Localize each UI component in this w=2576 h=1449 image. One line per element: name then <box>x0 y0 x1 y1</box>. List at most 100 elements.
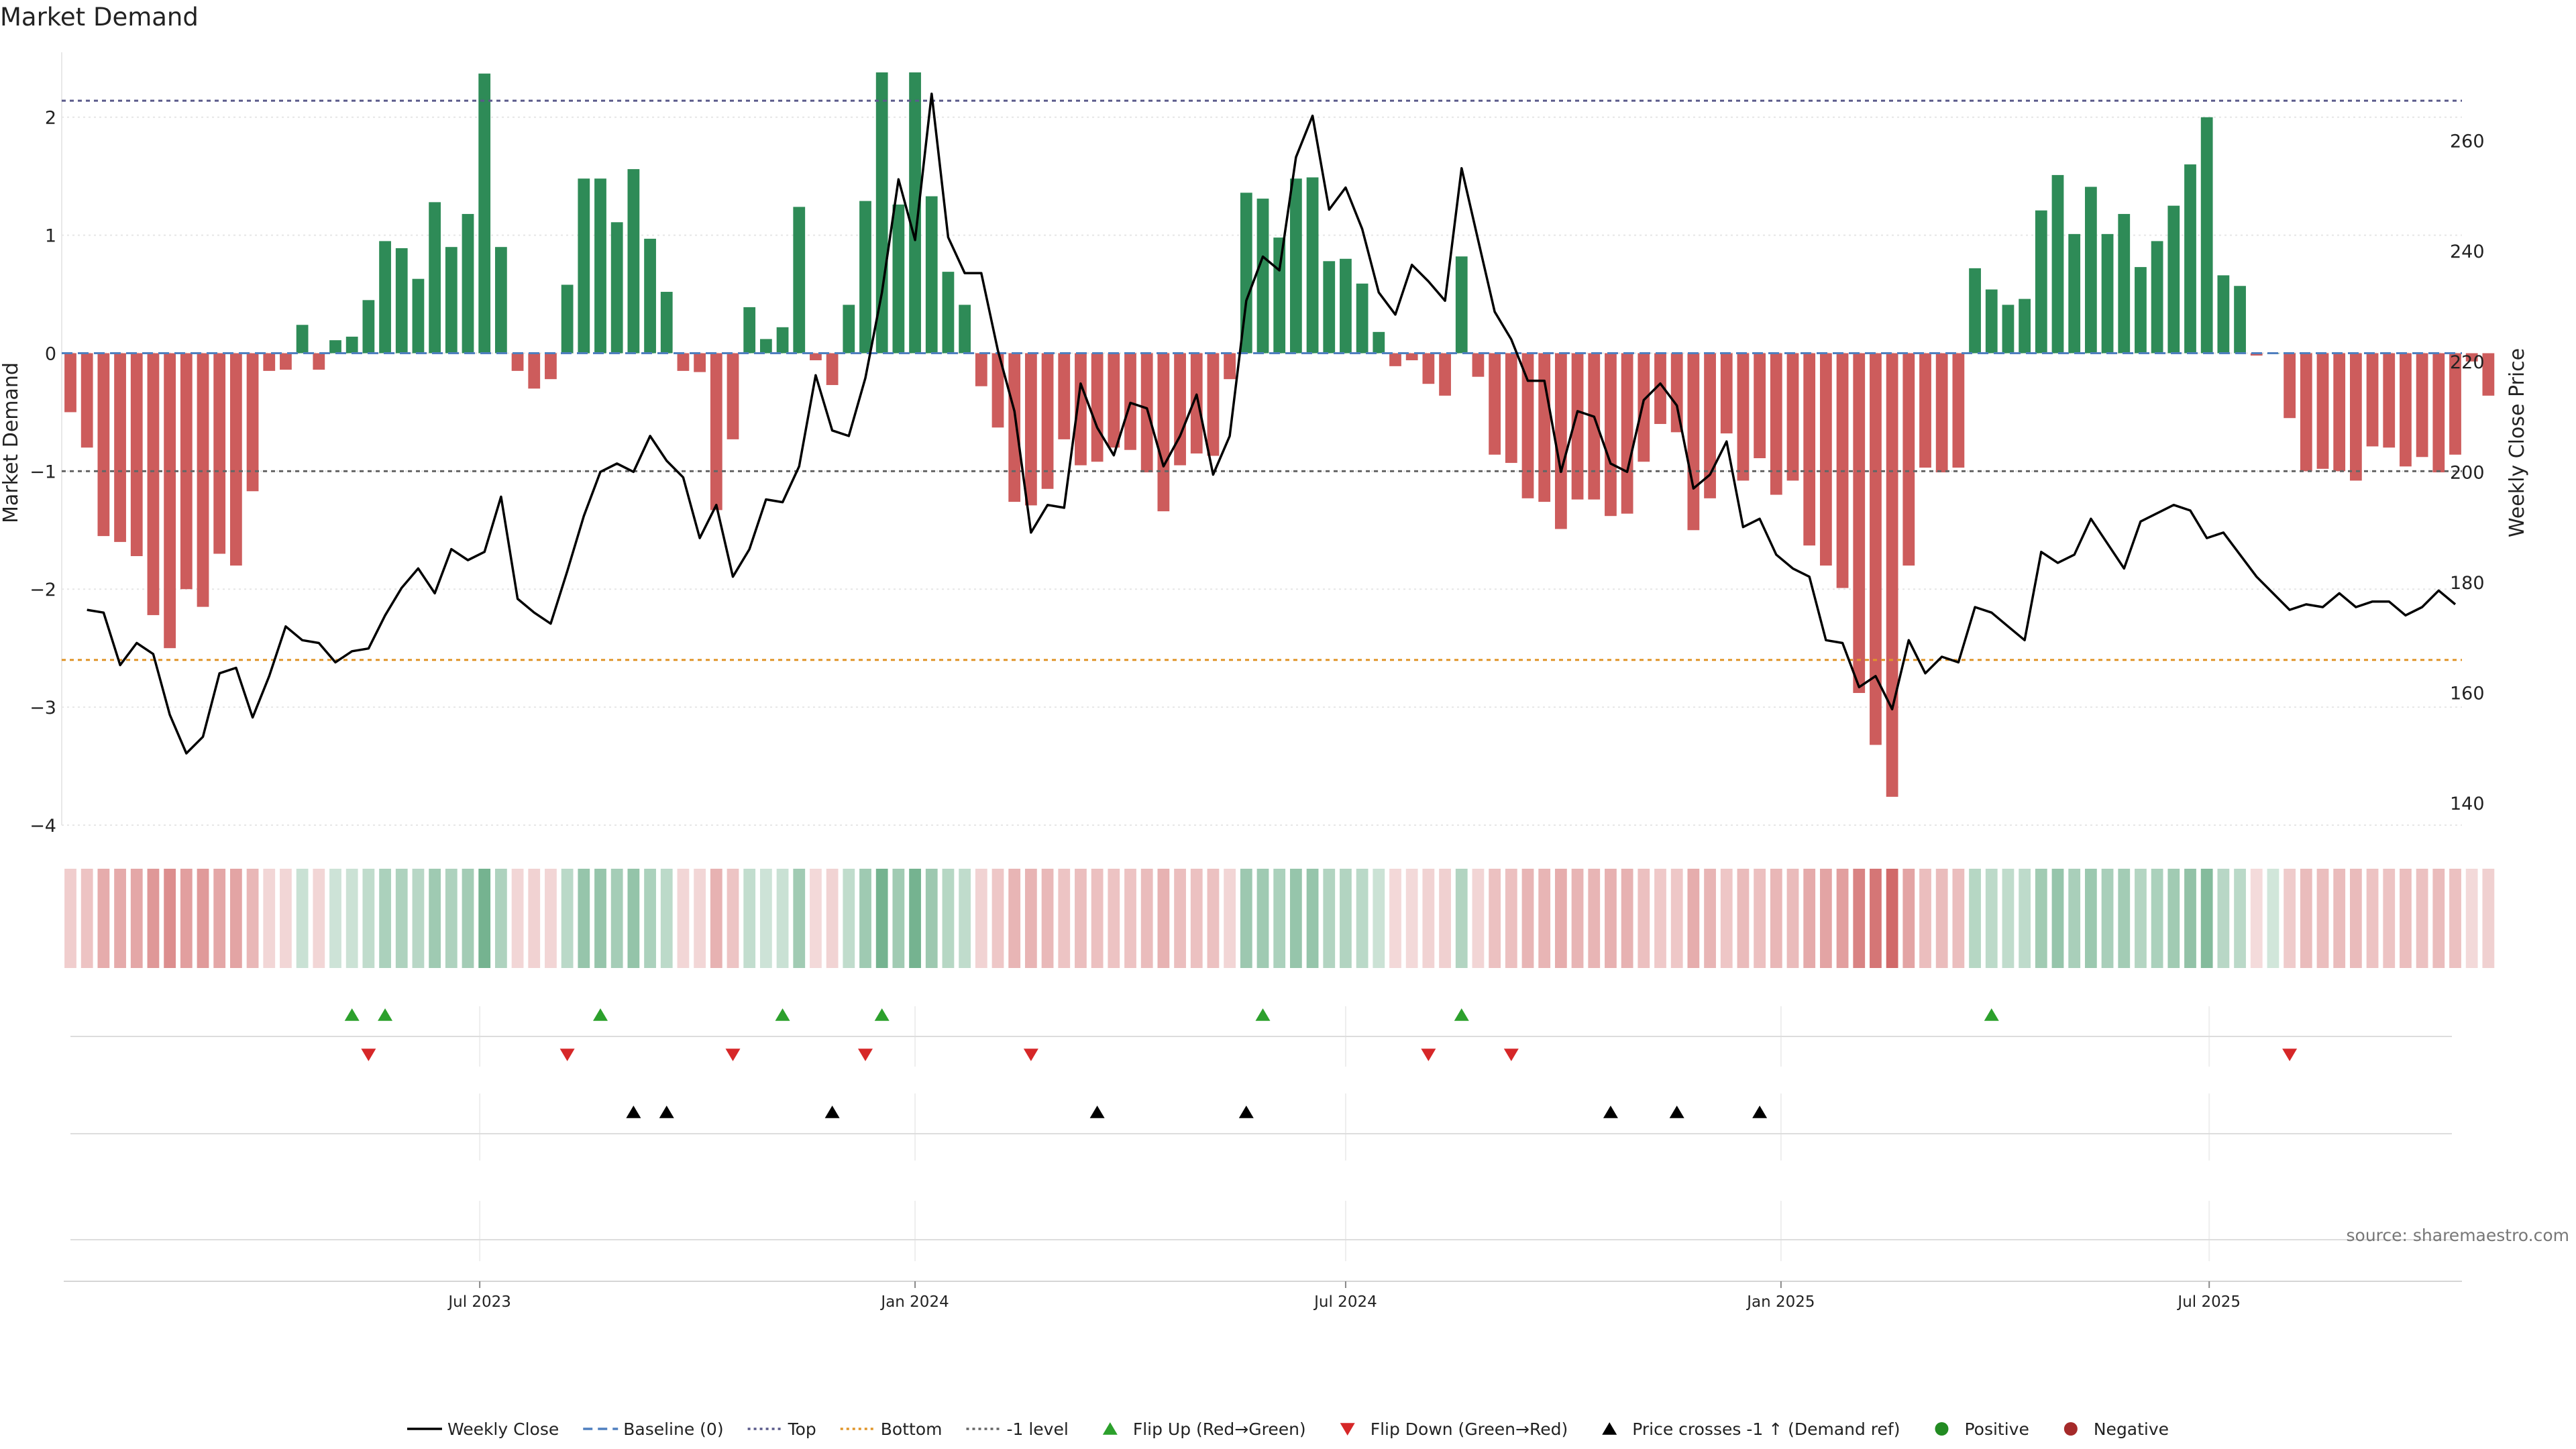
flip-up-marker <box>1255 1008 1271 1021</box>
demand-bar <box>644 238 656 354</box>
demand-bar <box>627 169 640 354</box>
demand-bar <box>1935 353 1948 473</box>
left-tick-label: −1 <box>30 462 56 482</box>
heat-cell <box>362 869 375 968</box>
heat-cell <box>2217 869 2230 968</box>
flip-up-marker <box>593 1008 608 1021</box>
legend-label: Bottom <box>881 1419 943 1439</box>
heat-cell <box>147 869 160 968</box>
demand-bar <box>2284 353 2296 419</box>
demand-bar <box>379 241 391 354</box>
demand-bar <box>677 353 690 371</box>
demand-bar <box>2432 353 2445 473</box>
demand-bar <box>494 247 507 354</box>
heat-cell <box>164 869 176 968</box>
heat-cell <box>892 869 905 968</box>
heat-cell <box>1505 869 1517 968</box>
heat-cell <box>2366 869 2379 968</box>
demand-bar <box>2184 164 2196 354</box>
demand-bar <box>843 305 855 354</box>
heat-cell <box>909 869 921 968</box>
heat-cell <box>2234 869 2246 968</box>
heat-cell <box>2465 869 2478 968</box>
heat-cell <box>561 869 574 968</box>
heat-cell <box>197 869 209 968</box>
legend-label: -1 level <box>1006 1419 1068 1439</box>
demand-bar <box>362 300 375 354</box>
legend-label: Weekly Close <box>447 1419 559 1439</box>
heat-cell <box>2284 869 2296 968</box>
heat-cell <box>1323 869 1336 968</box>
source-label: source: sharemaestro.com <box>2347 1226 2570 1245</box>
flip-up-marker <box>344 1008 360 1021</box>
demand-bar <box>1571 353 1584 500</box>
demand-bar <box>313 353 325 370</box>
heat-cell <box>743 869 756 968</box>
y-axis-right-label: Weekly Close Price <box>2506 348 2529 537</box>
flip-up-marker <box>1984 1008 1999 1021</box>
heat-cell <box>1638 869 1650 968</box>
demand-bar <box>975 353 987 386</box>
left-tick-label: −3 <box>30 698 56 718</box>
heat-cell <box>1870 869 1882 968</box>
demand-bar <box>528 353 541 389</box>
flip-down-marker <box>858 1049 873 1061</box>
demand-bar <box>1041 353 1054 489</box>
heat-cell <box>445 869 458 968</box>
heat-cell <box>2250 869 2263 968</box>
heat-cell <box>2416 869 2428 968</box>
demand-bar <box>1853 353 1866 694</box>
demand-bar <box>2416 353 2428 458</box>
heat-strip <box>64 869 2495 968</box>
heat-cell <box>412 869 425 968</box>
demand-bar <box>64 353 76 413</box>
demand-bar <box>2151 241 2163 354</box>
chart-title: Market Demand <box>0 3 199 32</box>
price-crosses-panel <box>70 1093 2452 1161</box>
demand-bar <box>429 202 441 354</box>
demand-bar <box>660 292 673 354</box>
heat-cell <box>1670 869 1683 968</box>
price-cross-marker <box>659 1106 674 1118</box>
heat-cell <box>213 869 226 968</box>
heat-cell <box>2002 869 2015 968</box>
legend-label: Flip Down (Green→Red) <box>1371 1419 1568 1439</box>
demand-bar <box>991 353 1004 428</box>
heat-cell <box>1058 869 1071 968</box>
heat-cell <box>1538 869 1551 968</box>
demand-bar <box>2482 353 2495 396</box>
demand-bar <box>1952 353 1965 468</box>
demand-bar <box>445 247 458 354</box>
heat-cell <box>545 869 557 968</box>
heat-cell <box>478 869 491 968</box>
heat-cell <box>1819 869 1832 968</box>
demand-bar <box>925 196 938 354</box>
heat-cell <box>1704 869 1716 968</box>
heat-cell <box>263 869 276 968</box>
heat-cell <box>1786 869 1799 968</box>
heat-cell <box>2400 869 2412 968</box>
heat-cell <box>80 869 93 968</box>
legend-label: Positive <box>1964 1419 2029 1439</box>
flip-down-marker <box>559 1049 575 1061</box>
demand-bar <box>2051 174 2064 354</box>
demand-bar <box>1472 353 1485 377</box>
legend-label: Flip Up (Red→Green) <box>1133 1419 1306 1439</box>
demand-bar <box>776 327 789 354</box>
demand-bar <box>1654 353 1666 425</box>
demand-bar <box>97 353 110 537</box>
demand-bar <box>1786 353 1799 481</box>
heat-cell <box>2151 869 2163 968</box>
heat-cell <box>511 869 524 968</box>
heat-cell <box>1836 869 1849 968</box>
date-tick-label: Jul 2025 <box>2176 1293 2241 1311</box>
heat-cell <box>1422 869 1435 968</box>
right-tick-label: 200 <box>2450 462 2485 483</box>
heat-cell <box>1157 869 1170 968</box>
heat-cell <box>1571 869 1584 968</box>
heat-cell <box>1140 869 1153 968</box>
demand-bar <box>959 305 971 354</box>
heat-cell <box>644 869 656 968</box>
demand-bar <box>1886 353 1898 797</box>
